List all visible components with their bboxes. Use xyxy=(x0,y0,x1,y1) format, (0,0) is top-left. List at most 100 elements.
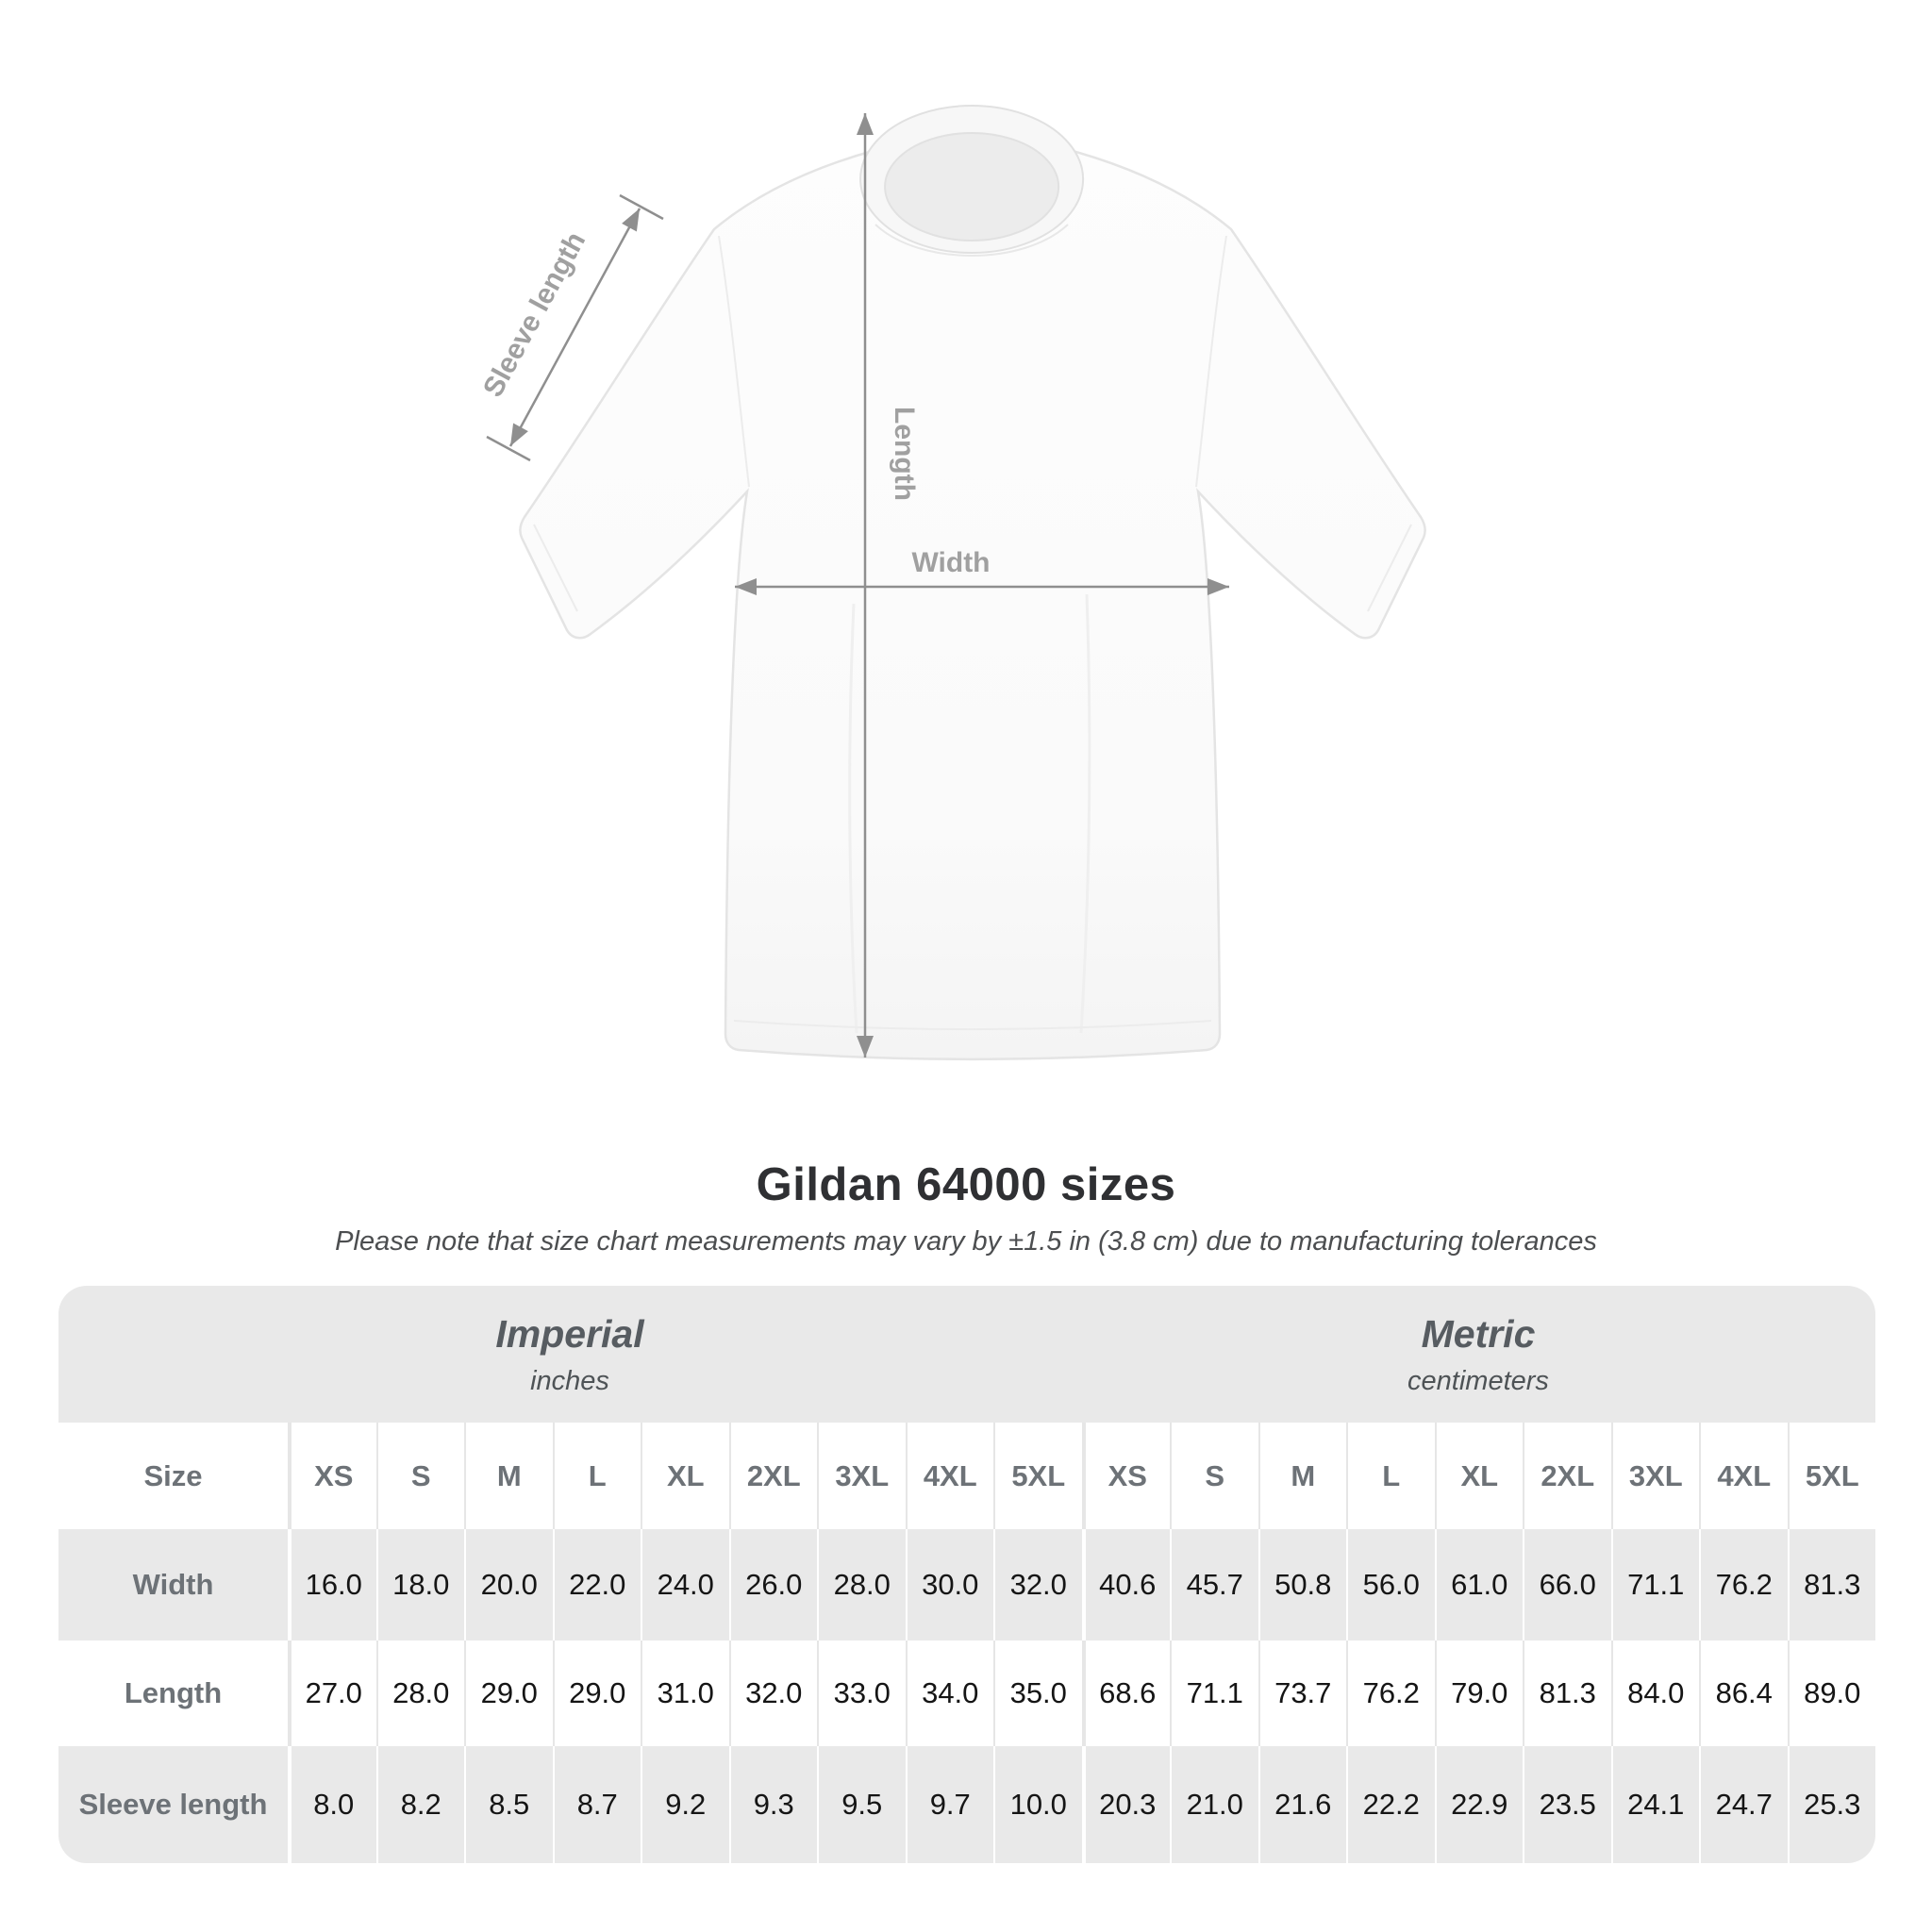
sleeve-metric-cell: 22.2 xyxy=(1346,1746,1435,1863)
sleeve-endcap-bottom xyxy=(486,435,531,462)
sleeve-metric-cell: 20.3 xyxy=(1081,1746,1171,1863)
collar-band xyxy=(859,105,1085,254)
metric-label: Metric xyxy=(1421,1311,1536,1356)
row-label: Sleeve length xyxy=(78,1788,268,1821)
width-metric-cell: 50.8 xyxy=(1257,1529,1347,1641)
length-imperial-cell: 27.0 xyxy=(288,1641,376,1746)
sleeve-imperial-cell: 8.0 xyxy=(288,1746,376,1863)
length-metric-cell: 76.2 xyxy=(1346,1641,1435,1746)
length-metric-cell: 84.0 xyxy=(1610,1641,1700,1746)
table-header-row: Size XS S M L XL 2XL 3XL 4XL 5XL XS S M … xyxy=(58,1423,1875,1529)
size-col-header: 4XL xyxy=(1699,1423,1788,1529)
width-metric-cell: 45.7 xyxy=(1170,1529,1258,1641)
sleeve-metric-cell: 23.5 xyxy=(1523,1746,1611,1863)
width-imperial-cell: 24.0 xyxy=(641,1529,729,1641)
unit-header-band: Imperial inches Metric centimeters xyxy=(58,1286,1875,1423)
length-metric-cell: 71.1 xyxy=(1170,1641,1258,1746)
sleeve-arrow xyxy=(508,208,641,447)
length-label: Length xyxy=(889,407,920,501)
imperial-header: Imperial inches xyxy=(58,1286,1081,1423)
sleeve-endcap-top xyxy=(619,193,664,221)
width-metric-cell: 56.0 xyxy=(1346,1529,1435,1641)
width-metric-cell: 66.0 xyxy=(1523,1529,1611,1641)
width-imperial-cell: 30.0 xyxy=(905,1529,994,1641)
size-col-header: L xyxy=(552,1423,641,1529)
size-col-header: 2XL xyxy=(728,1423,818,1529)
width-metric-cell: 76.2 xyxy=(1699,1529,1788,1641)
length-imperial-cell: 35.0 xyxy=(993,1641,1082,1746)
width-label: Width xyxy=(911,547,990,578)
length-imperial-cell: 29.0 xyxy=(552,1641,641,1746)
sleeve-imperial-cell: 9.2 xyxy=(641,1746,729,1863)
length-imperial-cell: 31.0 xyxy=(641,1641,729,1746)
size-diagram-svg: Width Length Sleeve length xyxy=(477,105,1426,1060)
row-label: Width xyxy=(132,1568,214,1601)
size-col-header: 5XL xyxy=(993,1423,1082,1529)
neck-opening xyxy=(885,133,1058,241)
sleeve-metric-cell: 21.0 xyxy=(1170,1746,1258,1863)
size-col-header: XL xyxy=(1434,1423,1524,1529)
size-col-header: M xyxy=(1257,1423,1347,1529)
size-col-header: XS xyxy=(288,1423,376,1529)
page-title: Gildan 64000 sizes xyxy=(756,1159,1176,1210)
size-col-header: 4XL xyxy=(905,1423,994,1529)
row-label: Length xyxy=(124,1676,223,1709)
size-col-header: 3XL xyxy=(817,1423,906,1529)
sleeve-metric-cell: 25.3 xyxy=(1787,1746,1876,1863)
size-col-header: 5XL xyxy=(1787,1423,1876,1529)
size-col-header: 3XL xyxy=(1610,1423,1700,1529)
stitch-seams xyxy=(533,235,1412,1030)
size-table: Imperial inches Metric centimeters Size … xyxy=(58,1286,1875,1863)
sleeve-metric-cell: 21.6 xyxy=(1257,1746,1347,1863)
length-imperial-cell: 28.0 xyxy=(375,1641,465,1746)
length-imperial-cell: 33.0 xyxy=(817,1641,906,1746)
dimension-lines xyxy=(486,113,1229,1058)
tshirt-body xyxy=(519,125,1426,1060)
length-metric-cell: 86.4 xyxy=(1699,1641,1788,1746)
imperial-unit: inches xyxy=(530,1365,609,1396)
width-imperial-cell: 22.0 xyxy=(552,1529,641,1641)
width-metric-cell: 61.0 xyxy=(1434,1529,1524,1641)
sleeve-metric-cell: 22.9 xyxy=(1434,1746,1524,1863)
length-metric-cell: 79.0 xyxy=(1434,1641,1524,1746)
size-col-header: 2XL xyxy=(1523,1423,1611,1529)
length-imperial-cell: 32.0 xyxy=(728,1641,818,1746)
width-imperial-cell: 16.0 xyxy=(288,1529,376,1641)
sleeve-length-label: Sleeve length xyxy=(477,227,591,403)
sleeve-metric-cell: 24.1 xyxy=(1610,1746,1700,1863)
width-metric-cell: 40.6 xyxy=(1081,1529,1171,1641)
width-imperial-cell: 18.0 xyxy=(375,1529,465,1641)
width-imperial-cell: 32.0 xyxy=(993,1529,1082,1641)
sleeve-imperial-cell: 9.3 xyxy=(728,1746,818,1863)
sleeve-imperial-cell: 9.7 xyxy=(905,1746,994,1863)
width-imperial-cell: 28.0 xyxy=(817,1529,906,1641)
fabric-folds xyxy=(848,593,1091,1034)
size-col-header: XS xyxy=(1081,1423,1171,1529)
collar-stitch xyxy=(874,224,1069,257)
length-metric-cell: 81.3 xyxy=(1523,1641,1611,1746)
table-row-sleeve-length: Sleeve length 8.0 8.2 8.5 8.7 9.2 9.3 9.… xyxy=(58,1746,1875,1863)
size-corner-cell: Size xyxy=(143,1458,203,1492)
width-imperial-cell: 20.0 xyxy=(464,1529,553,1641)
size-col-header: L xyxy=(1346,1423,1435,1529)
table-row-length: Length 27.0 28.0 29.0 29.0 31.0 32.0 33.… xyxy=(58,1641,1875,1746)
sleeve-imperial-cell: 8.7 xyxy=(552,1746,641,1863)
metric-unit: centimeters xyxy=(1407,1365,1549,1396)
length-metric-cell: 68.6 xyxy=(1081,1641,1171,1746)
length-imperial-cell: 34.0 xyxy=(905,1641,994,1746)
sleeve-metric-cell: 24.7 xyxy=(1699,1746,1788,1863)
size-col-header: XL xyxy=(641,1423,729,1529)
sleeve-imperial-cell: 9.5 xyxy=(817,1746,906,1863)
table-row-width: Width 16.0 18.0 20.0 22.0 24.0 26.0 28.0… xyxy=(58,1529,1875,1641)
size-col-header: M xyxy=(464,1423,553,1529)
imperial-label: Imperial xyxy=(495,1311,644,1356)
sleeve-imperial-cell: 8.2 xyxy=(375,1746,465,1863)
width-imperial-cell: 26.0 xyxy=(728,1529,818,1641)
tshirt-diagram: Width Length Sleeve length xyxy=(477,105,1426,1060)
length-metric-cell: 73.7 xyxy=(1257,1641,1347,1746)
tolerance-note: Please note that size chart measurements… xyxy=(335,1226,1597,1257)
length-imperial-cell: 29.0 xyxy=(464,1641,553,1746)
width-metric-cell: 71.1 xyxy=(1610,1529,1700,1641)
size-col-header: S xyxy=(1170,1423,1258,1529)
